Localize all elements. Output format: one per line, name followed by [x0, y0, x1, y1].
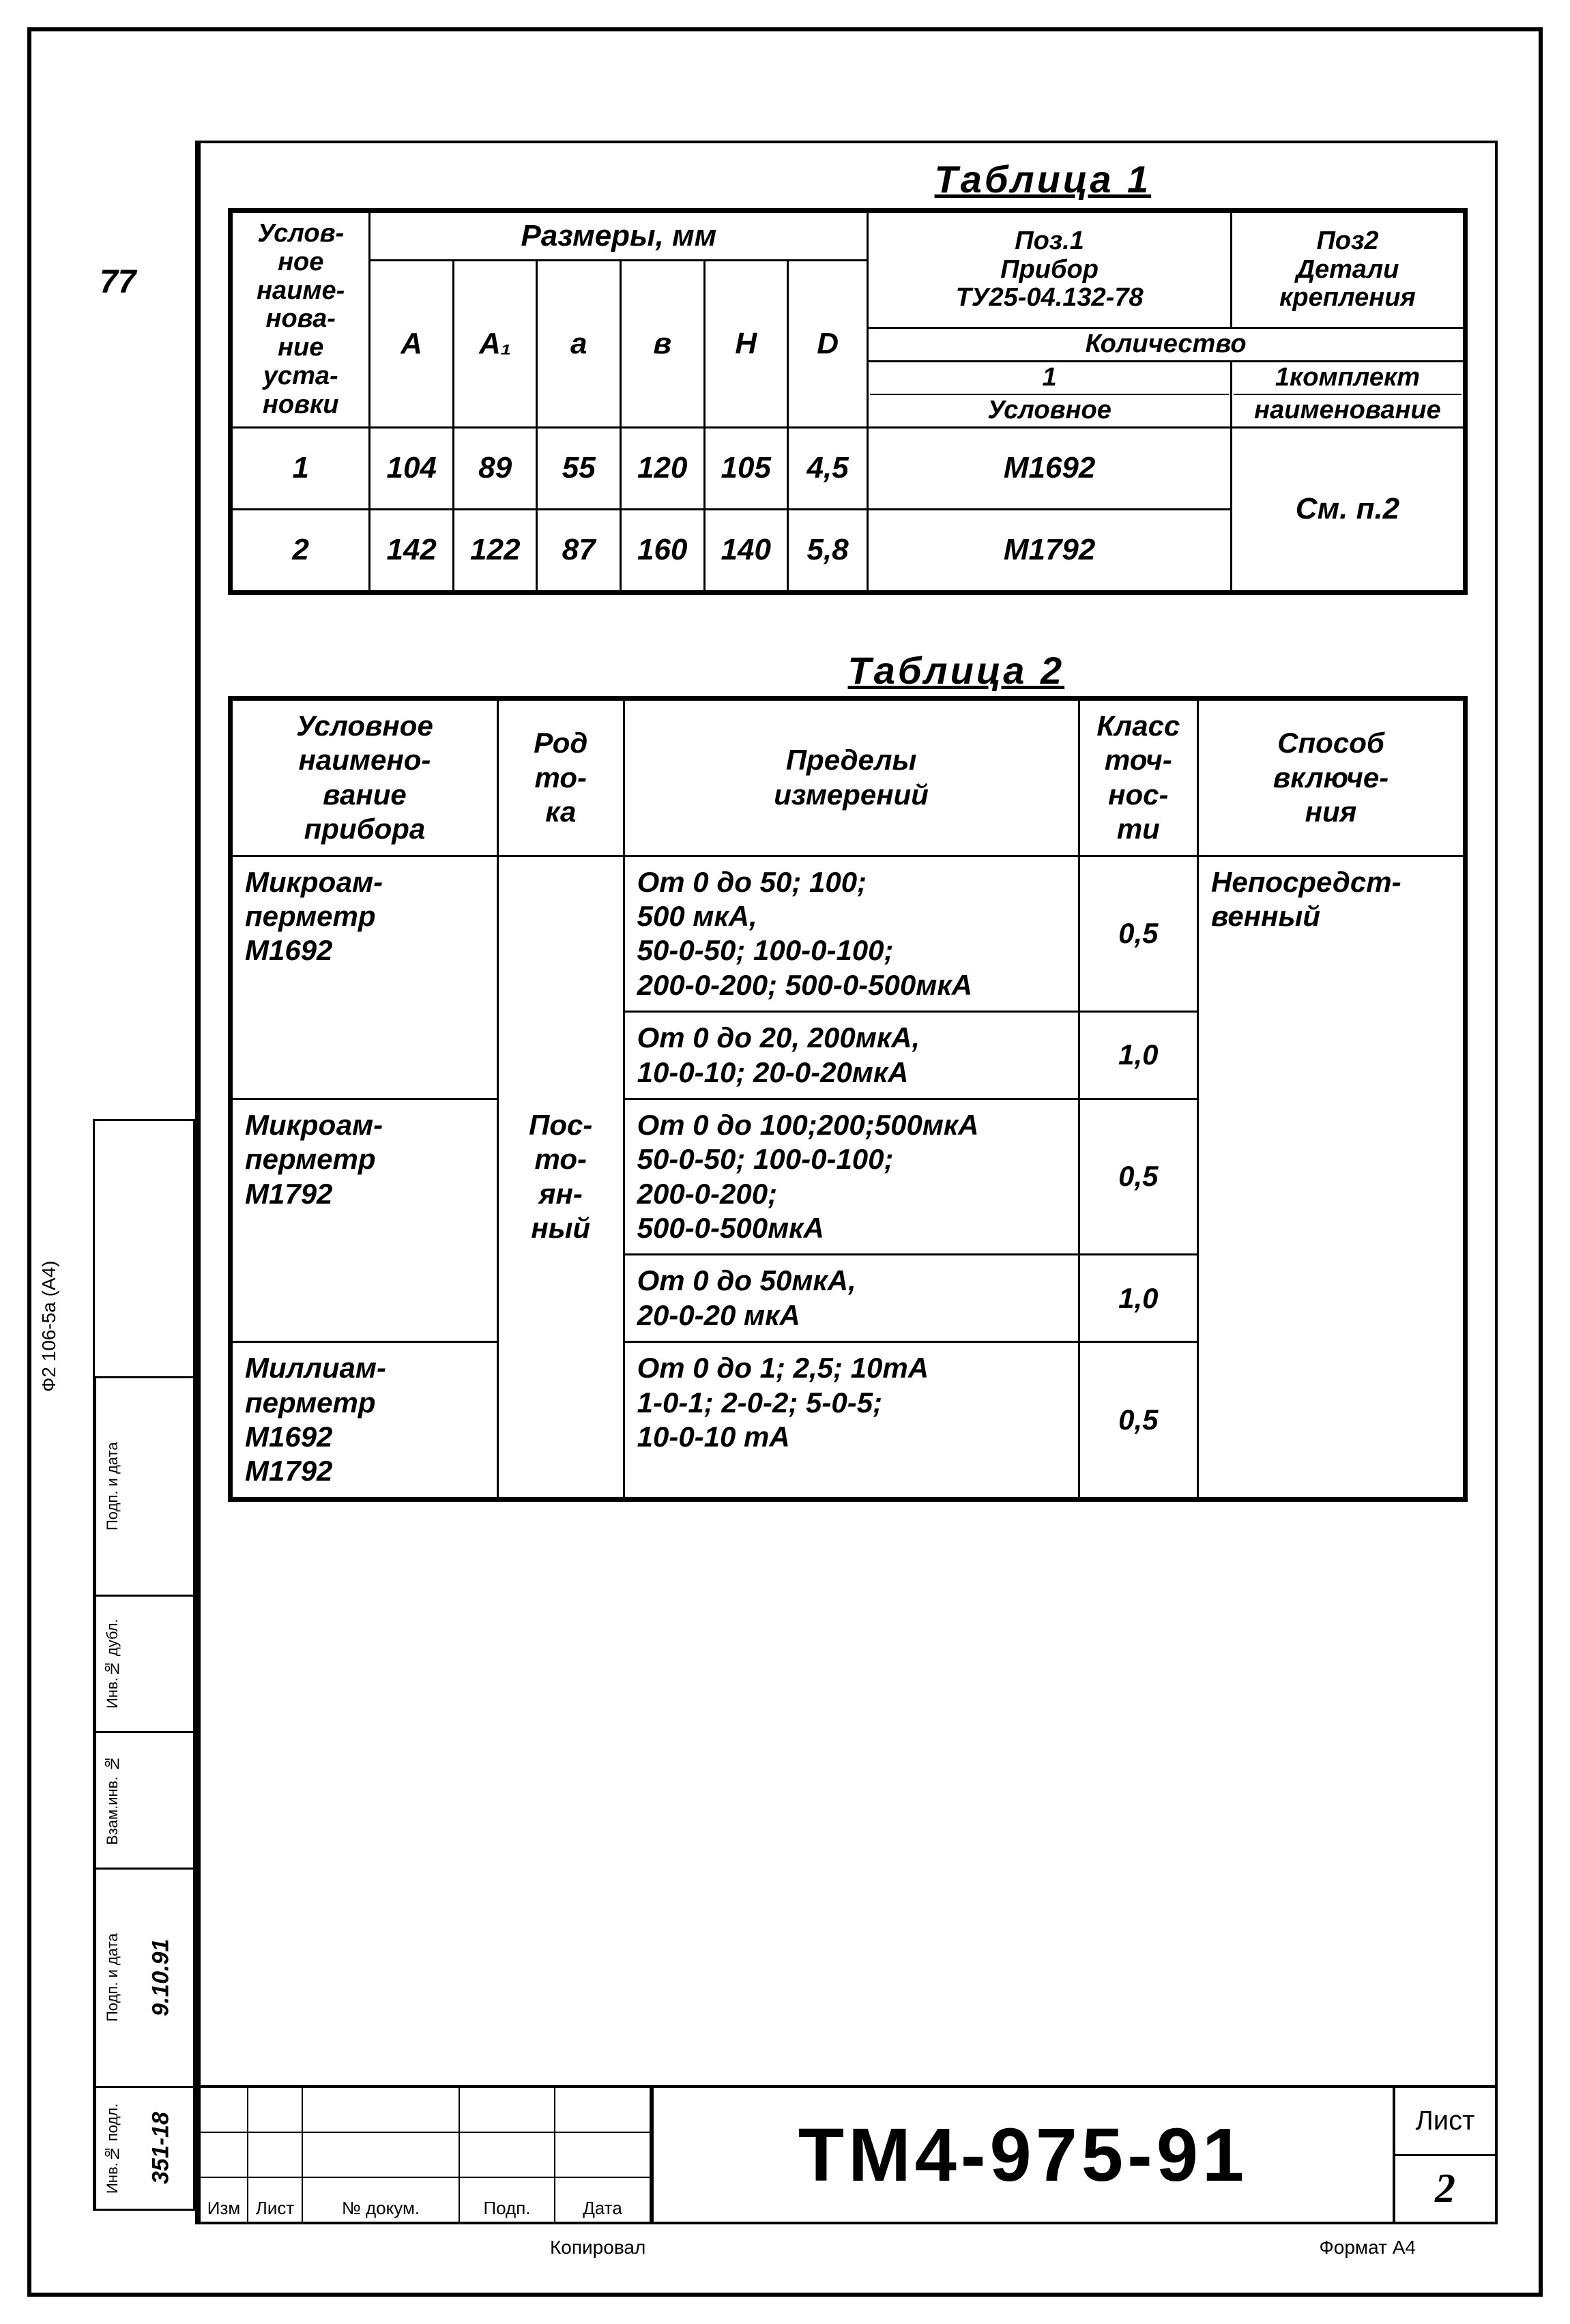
- side-cell-value: 351-18: [129, 2088, 193, 2209]
- document-number: ТМ4-975-91: [651, 2088, 1393, 2222]
- t2-limits: От 0 до 20, 200мкА,10-0-10; 20-0-20мкА: [624, 1012, 1079, 1099]
- t2-limits: От 0 до 1; 2,5; 10mА1-0-1; 2-0-2; 5-0-5;…: [624, 1342, 1079, 1498]
- side-cell-label: Подп. и дата: [95, 1870, 129, 2086]
- page-number: 77: [100, 263, 136, 301]
- t1-hdr-qty: Количество: [868, 328, 1464, 362]
- t2-device-name: Микроам-перметрМ1792: [232, 1099, 498, 1341]
- side-cell-value: 9.10.91: [129, 1870, 193, 2086]
- side-cell: Взам.инв. №: [95, 1731, 193, 1868]
- t2-hdr-limits: Пределыизмерений: [624, 700, 1079, 856]
- side-cell-value: [129, 1378, 193, 1595]
- t1-cell: 140: [704, 509, 788, 591]
- t2-class: 1,0: [1079, 1255, 1197, 1342]
- side-cell: Подп. и дата: [95, 1376, 193, 1595]
- t2-limits: От 0 до 100;200;500мкА50-0-50; 100-0-100…: [624, 1099, 1079, 1255]
- t1-cell: 160: [620, 509, 704, 591]
- footer: Копировал Формат А4: [195, 2237, 1498, 2258]
- t2-limits: От 0 до 50мкА,20-0-20 мкА: [624, 1255, 1079, 1342]
- t1-cell: 104: [370, 427, 454, 509]
- t1-hdr-poz1: Поз.1ПриборТУ25-04.132-78: [868, 212, 1232, 328]
- t1-hdr-dimcol: в: [620, 261, 704, 427]
- t2-hdr-class: Классточ-нос-ти: [1079, 700, 1197, 856]
- table1-title: Таблица 1: [935, 157, 1152, 201]
- side-cell-value: [129, 1733, 193, 1868]
- t1-cell: 87: [537, 509, 621, 591]
- t1-cell: 122: [453, 509, 537, 591]
- t1-cell: 5,8: [788, 509, 868, 591]
- t1-hdr-dimcol: а: [537, 261, 621, 427]
- side-cell: Инв.№ подл.351-18: [95, 2086, 193, 2209]
- t1-hdr-name: Услов-ноенаиме-нова-ниеуста-новки: [232, 212, 370, 428]
- t2-hdr-name: Условноенаимено-ваниеприбора: [232, 700, 498, 856]
- t1-device: М1692: [868, 427, 1232, 509]
- t2-class: 1,0: [1079, 1012, 1197, 1099]
- t2-class: 0,5: [1079, 856, 1197, 1012]
- table2-title: Таблица 2: [848, 648, 1065, 693]
- t1-hdr-dims: Размеры, мм: [370, 212, 868, 261]
- t1-hdr-dimcol: Н: [704, 261, 788, 427]
- t1-row-id: 1: [232, 427, 370, 509]
- side-cell: Подп. и дата9.10.91: [95, 1868, 193, 2086]
- t1-note: См. п.2: [1231, 427, 1464, 591]
- t1-row-id: 2: [232, 509, 370, 591]
- table1: Услов-ноенаиме-нова-ниеуста-новкиРазмеры…: [228, 208, 1468, 595]
- side-cell-label: Инв.№ дубл.: [95, 1597, 129, 1731]
- t1-hdr-dimcol: D: [788, 261, 868, 427]
- titleblock-col-label: № докум.: [303, 2178, 460, 2222]
- side-cell-label: Взам.инв. №: [95, 1733, 129, 1868]
- title-block: ИзмЛист№ докум.Подп.Дата ТМ4-975-91 Лист…: [201, 2085, 1495, 2222]
- side-stamp: Ф2 106-5а (А4) Инв.№ подл.351-18Подп. и …: [59, 1051, 195, 2211]
- titleblock-col-label: Дата: [555, 2178, 651, 2222]
- t1-hdr-one: 1Условное: [868, 361, 1232, 427]
- side-cell-label: Инв.№ подл.: [95, 2088, 129, 2209]
- t1-cell: 120: [620, 427, 704, 509]
- sheet-number-block: Лист 2: [1393, 2088, 1495, 2222]
- t1-hdr-dimcol: А₁: [453, 261, 537, 427]
- drawing-frame: Таблица 1 Услов-ноенаиме-нова-ниеуста-но…: [195, 141, 1498, 2224]
- t1-hdr-poz2: Поз2Деталикрепления: [1231, 212, 1464, 328]
- t2-limits: От 0 до 50; 100;500 мкА,50-0-50; 100-0-1…: [624, 856, 1079, 1012]
- sheet-number: 2: [1395, 2156, 1495, 2222]
- t2-hdr-current: Родто-ка: [497, 700, 624, 856]
- form-code: Ф2 106-5а (А4): [38, 1261, 60, 1393]
- t1-hdr-dimcol: А: [370, 261, 454, 427]
- t1-cell: 105: [704, 427, 788, 509]
- t2-hdr-method: Способвключе-ния: [1198, 700, 1464, 856]
- t1-cell: 4,5: [788, 427, 868, 509]
- side-cell: Инв.№ дубл.: [95, 1595, 193, 1731]
- footer-format: Формат А4: [1320, 2237, 1416, 2258]
- t2-device-name: Миллиам-перметрМ1692М1792: [232, 1342, 498, 1498]
- t1-cell: 89: [453, 427, 537, 509]
- t2-class: 0,5: [1079, 1342, 1197, 1498]
- t2-device-name: Микроам-перметрМ1692: [232, 856, 498, 1099]
- side-cell-label: Подп. и дата: [95, 1378, 129, 1595]
- table2: Условноенаимено-ваниеприбораРодто-каПред…: [228, 696, 1468, 1502]
- side-cell-value: [129, 1597, 193, 1731]
- titleblock-col-label: Лист: [248, 2178, 303, 2222]
- t2-class: 0,5: [1079, 1099, 1197, 1255]
- title-block-revisions: ИзмЛист№ докум.Подп.Дата: [201, 2088, 651, 2222]
- page-frame: 77 Ф2 106-5а (А4) Инв.№ подл.351-18Подп.…: [27, 27, 1543, 2297]
- t2-current-type: Пос-то-ян-ный: [497, 856, 624, 1498]
- footer-copied: Копировал: [550, 2237, 645, 2258]
- t1-hdr-kit: 1комплектнаименование: [1231, 361, 1464, 427]
- t1-cell: 142: [370, 509, 454, 591]
- t1-device: М1792: [868, 509, 1232, 591]
- t1-cell: 55: [537, 427, 621, 509]
- t2-method: Непосредст-венный: [1198, 856, 1464, 1498]
- side-stamp-cells: Инв.№ подл.351-18Подп. и дата9.10.91Взам…: [93, 1119, 195, 2211]
- titleblock-col-label: Изм: [201, 2178, 248, 2222]
- titleblock-col-label: Подп.: [460, 2178, 555, 2222]
- sheet-label: Лист: [1395, 2088, 1495, 2156]
